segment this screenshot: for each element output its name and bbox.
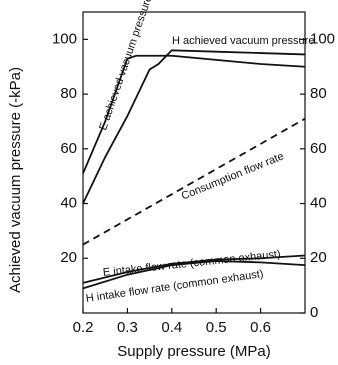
y-tick-label: 20 <box>60 249 77 266</box>
y2-tick-label: 80 <box>310 85 327 102</box>
y2-tick-label: 100 <box>310 30 335 47</box>
series-label: Consumption flow rate <box>180 150 286 202</box>
series-line <box>82 260 306 290</box>
plot-frame <box>82 11 306 314</box>
y-tick-label: 80 <box>60 85 77 102</box>
y2-tick-label: 20 <box>310 249 327 266</box>
y-axis-label: Achieved vacuum pressure (-kPa) <box>7 67 24 293</box>
series-line <box>82 254 306 284</box>
series-line <box>82 49 306 204</box>
series-label: H achieved vacuum pressure <box>172 35 314 47</box>
x-tick-label: 0.2 <box>73 319 94 336</box>
y-tick-label: 100 <box>52 30 77 47</box>
series-label: E achieved vacuum pressure <box>97 0 155 132</box>
y-tick-label: 60 <box>60 140 77 157</box>
y-tick-label: 40 <box>60 195 77 212</box>
y2-tick-label: 0 <box>310 304 318 321</box>
y2-tick-label: 40 <box>310 195 327 212</box>
x-tick-label: 0.4 <box>161 319 182 336</box>
series-line <box>82 54 306 174</box>
x-tick-label: 0.5 <box>206 319 227 336</box>
series-line <box>82 117 306 246</box>
x-tick-label: 0.3 <box>117 319 138 336</box>
y2-tick-label: 60 <box>310 140 327 157</box>
x-tick-label: 0.6 <box>250 319 271 336</box>
x-axis-label: Supply pressure (MPa) <box>117 343 270 360</box>
